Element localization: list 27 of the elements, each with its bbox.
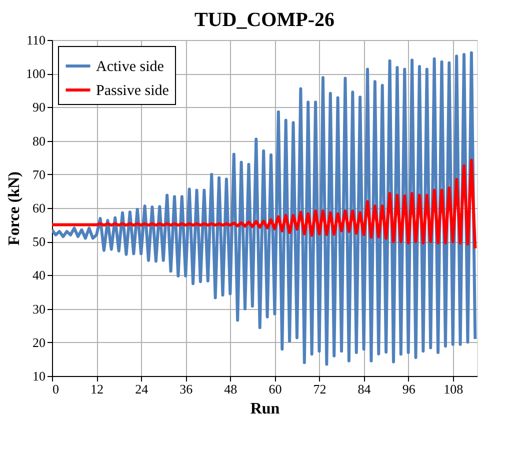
x-tick-label: 60 — [268, 382, 282, 396]
x-tick-label: 72 — [313, 382, 326, 396]
x-tick-label: 96 — [402, 382, 416, 396]
line-series — [52, 158, 477, 250]
legend-label: Passive side — [96, 83, 170, 99]
x-tick-label: 12 — [90, 382, 104, 396]
x-tick-label: 0 — [52, 382, 59, 396]
y-tick-label: 30 — [32, 301, 46, 316]
y-tick-label: 100 — [26, 66, 46, 82]
y-tick-label: 110 — [26, 32, 46, 48]
x-tick-label: 48 — [224, 382, 238, 396]
y-axis-title: Force (kN) — [6, 172, 23, 246]
x-tick-label: 24 — [135, 382, 149, 396]
legend-label: Active side — [96, 59, 164, 75]
y-tick-label: 50 — [32, 234, 46, 250]
y-tick-label: 90 — [32, 100, 46, 115]
y-tick-label: 20 — [32, 334, 46, 350]
chart-title: TUD_COMP-26 — [194, 9, 334, 31]
y-tick-label: 60 — [32, 200, 46, 216]
y-tick-label: 70 — [32, 166, 46, 182]
x-tick-label: 36 — [180, 382, 194, 396]
y-tick-label: 80 — [32, 133, 46, 148]
x-tick-label: 108 — [444, 382, 464, 396]
y-tick-label: 40 — [32, 268, 46, 283]
y-tick-label: 10 — [32, 368, 46, 384]
x-tick-label: 84 — [358, 382, 372, 396]
x-axis-title: Run — [250, 400, 280, 418]
